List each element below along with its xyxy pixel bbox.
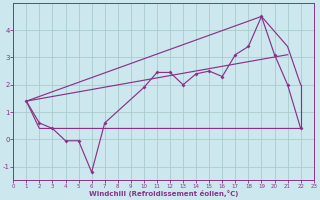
X-axis label: Windchill (Refroidissement éolien,°C): Windchill (Refroidissement éolien,°C) bbox=[89, 190, 238, 197]
